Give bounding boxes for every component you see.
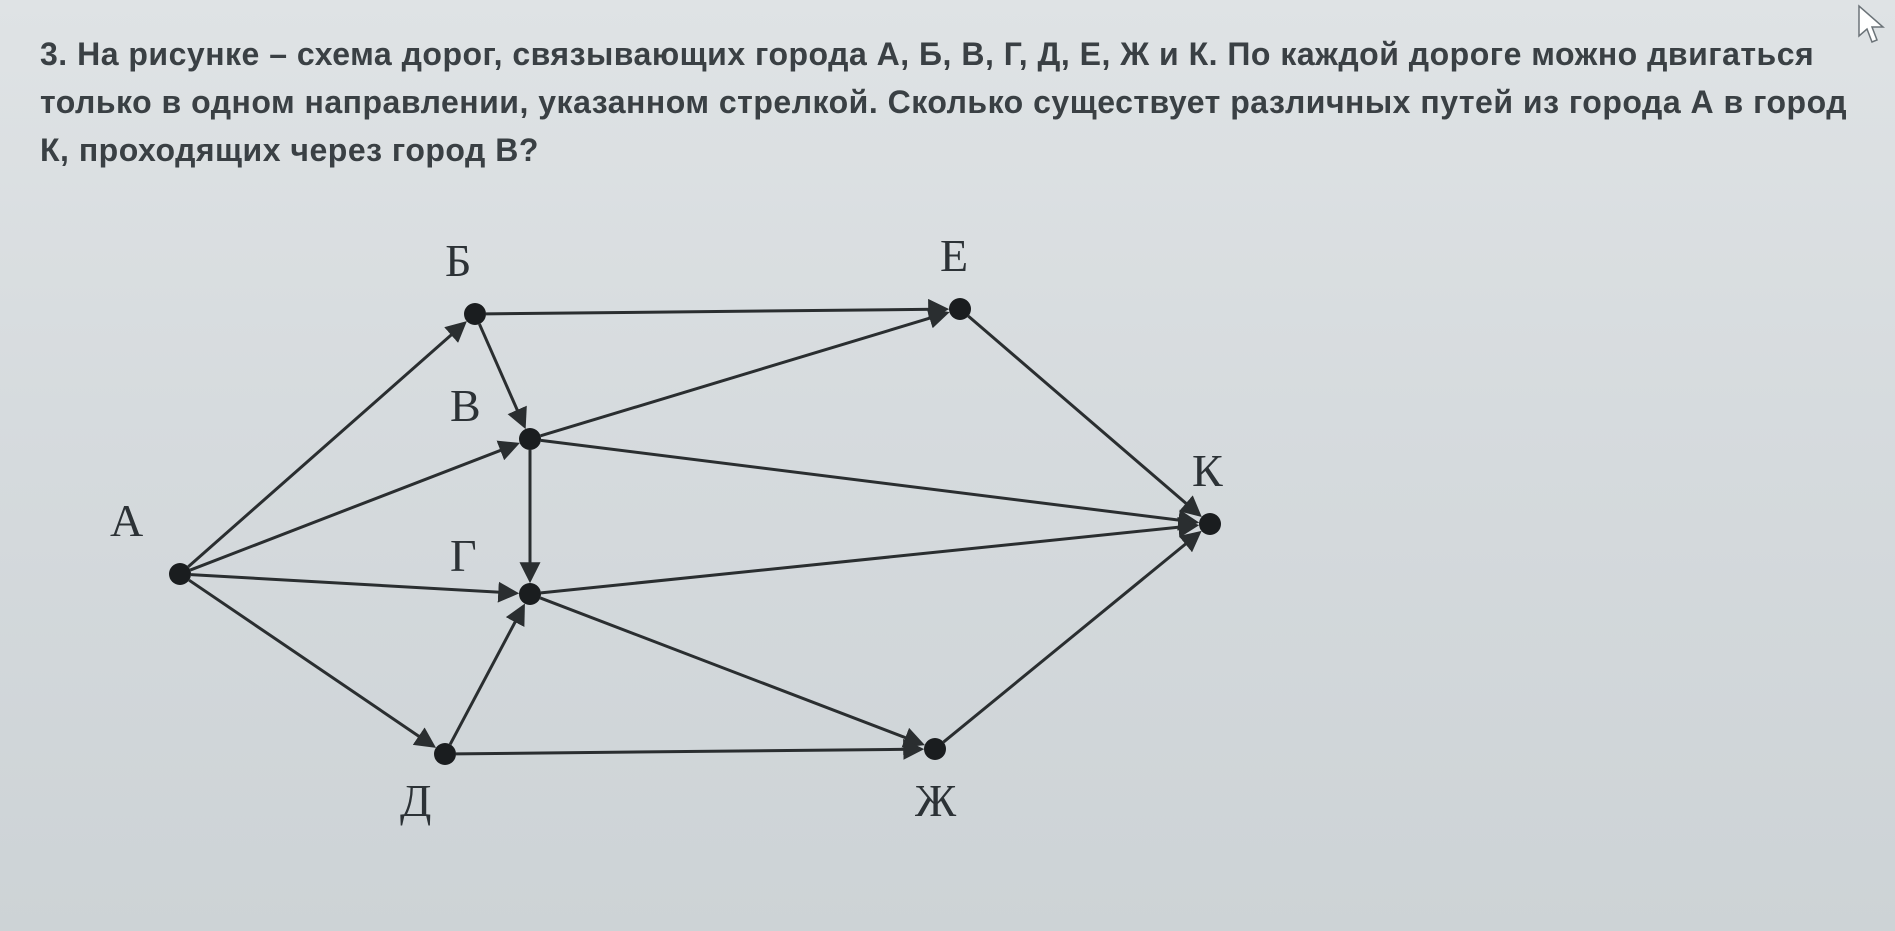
nodes-group: [169, 298, 1221, 765]
question-number: 3.: [40, 36, 68, 72]
node-V: [519, 428, 541, 450]
edge-V-K: [541, 440, 1195, 522]
edge-A-G: [191, 575, 515, 594]
node-D: [434, 743, 456, 765]
edges-group: [188, 309, 1198, 754]
edge-B-V: [479, 324, 524, 425]
edge-V-E: [541, 313, 946, 435]
edge-G-ZH: [540, 598, 921, 744]
node-K: [1199, 513, 1221, 535]
edge-B-E: [486, 309, 945, 314]
question-body: На рисунке – схема дорог, связывающих го…: [40, 36, 1847, 168]
node-A: [169, 563, 191, 585]
edge-D-ZH: [456, 749, 920, 754]
page: 3. На рисунке – схема дорог, связывающих…: [0, 0, 1895, 931]
edge-A-V: [190, 444, 516, 570]
edge-E-K: [968, 316, 1198, 514]
graph-svg: [40, 194, 1440, 854]
edge-ZH-K: [944, 533, 1199, 742]
question-text: 3. На рисунке – схема дорог, связывающих…: [40, 30, 1855, 174]
node-ZH: [924, 738, 946, 760]
node-G: [519, 583, 541, 605]
node-B: [464, 303, 486, 325]
cursor-icon: [1857, 4, 1887, 44]
road-graph-diagram: АБВГДЕЖК: [40, 194, 1855, 854]
edge-D-G: [450, 607, 523, 744]
edge-A-B: [188, 324, 463, 567]
edge-A-D: [189, 580, 432, 745]
edge-G-K: [541, 526, 1195, 593]
node-E: [949, 298, 971, 320]
